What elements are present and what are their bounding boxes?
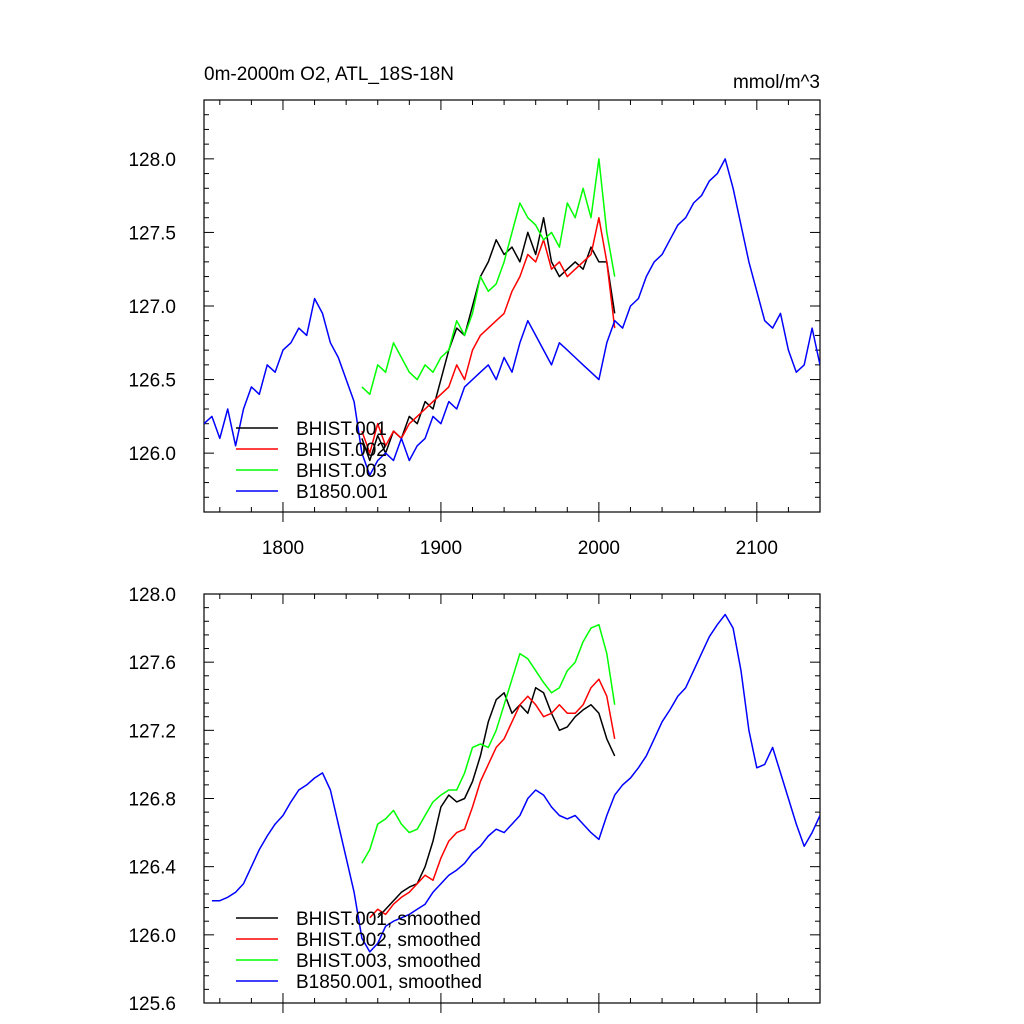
y-tick-label: 127.0 xyxy=(128,297,176,318)
series-line-bhist-001 xyxy=(361,216,616,462)
units-label: mmol/m^3 xyxy=(733,72,820,93)
y-tick-label: 126.0 xyxy=(128,926,176,947)
series-line-bhist-002 xyxy=(361,216,616,454)
series-line-b1850-001-smoothed xyxy=(211,613,820,953)
legend-label: BHIST.001 xyxy=(296,419,387,440)
series-line-bhist-001-smoothed xyxy=(377,686,616,919)
y-tick-label: 127.2 xyxy=(128,721,176,742)
legend-label: BHIST.002, smoothed xyxy=(296,930,481,951)
series-line-b1850-001 xyxy=(204,158,820,476)
legend-label: B1850.001, smoothed xyxy=(296,972,482,993)
y-tick-label: 128.0 xyxy=(128,150,176,171)
x-tick-label: 2000 xyxy=(578,538,620,559)
y-tick-label: 128.0 xyxy=(128,585,176,606)
x-tick-label: 1900 xyxy=(420,538,462,559)
legend-label: BHIST.001, smoothed xyxy=(296,909,481,930)
y-tick-label: 126.8 xyxy=(128,790,176,811)
series-line-bhist-003 xyxy=(361,158,616,396)
y-tick-label: 126.5 xyxy=(128,371,176,392)
legend-label: BHIST.003 xyxy=(296,461,387,482)
legend-label: BHIST.003, smoothed xyxy=(296,951,481,972)
x-tick-label: 1800 xyxy=(262,538,304,559)
top-panel: 0m-2000m O2, ATL_18S-18N mmol/m^3 1800 1900… xyxy=(128,64,821,559)
legend-label: BHIST.002 xyxy=(296,440,387,461)
y-tick-label: 127.5 xyxy=(128,223,176,244)
legend-label: B1850.001 xyxy=(296,482,388,503)
x-tick-label: 2100 xyxy=(736,538,778,559)
series-line-bhist-003-smoothed xyxy=(361,623,616,864)
series-line-bhist-002-smoothed xyxy=(369,678,616,919)
y-tick-label: 126.0 xyxy=(128,444,176,465)
chart-title: 0m-2000m O2, ATL_18S-18N xyxy=(204,64,454,85)
bottom-panel: 125.6 126.0 126.4 126.8 127.2 127.6 128.0 BHIST… xyxy=(128,585,821,1015)
y-tick-label: 126.4 xyxy=(128,858,176,879)
y-tick-label: 127.6 xyxy=(128,653,176,674)
y-tick-label: 125.6 xyxy=(128,994,176,1015)
